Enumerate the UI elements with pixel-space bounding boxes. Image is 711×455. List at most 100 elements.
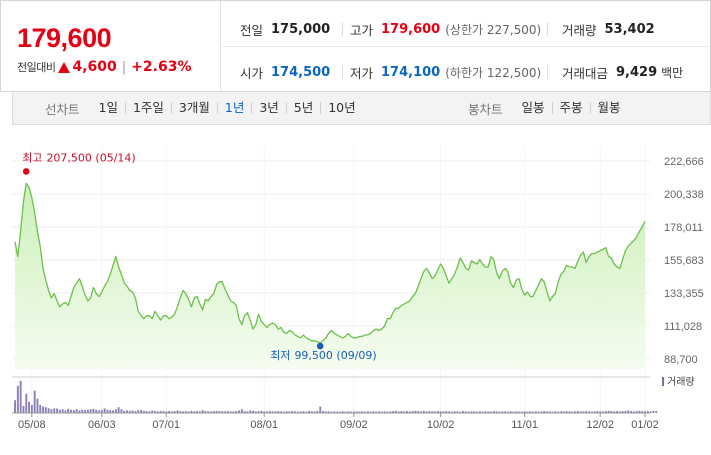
price-line <box>14 182 646 344</box>
volume-bar <box>501 411 504 413</box>
volume-bar <box>302 411 305 413</box>
volume-bar <box>58 409 61 413</box>
volume-bar <box>179 411 182 413</box>
volume-bar <box>644 411 646 413</box>
stat-value: 174,500 <box>271 64 331 80</box>
volume-bar <box>618 411 621 413</box>
volume-bar <box>198 411 201 413</box>
volume-bar <box>540 411 543 413</box>
volume-bar <box>28 401 30 413</box>
volume-bar <box>386 411 389 413</box>
price-chart-svg: 222,666 200,338 178,011 155,683 133,355 111,0… <box>12 126 711 455</box>
volume-bar <box>310 411 313 413</box>
volume-bar <box>445 411 448 413</box>
volume-bar <box>100 410 103 413</box>
chart-period-bar: 선차트 1일 1주일 3개월 1년 3년 5년 10년 봉차트 일봉 주봉 월봉 <box>12 92 711 125</box>
volume-bar <box>268 411 271 413</box>
volume-bar <box>221 411 224 413</box>
x-tick-label: 09/02 <box>340 419 368 431</box>
volume-bar <box>36 398 39 413</box>
volume-bar <box>282 411 285 413</box>
volume-bar <box>355 411 358 413</box>
period-5y[interactable]: 5년 <box>285 101 320 114</box>
volume-bar <box>607 410 610 413</box>
period-3y[interactable]: 3년 <box>251 101 285 114</box>
volume-bar <box>394 410 397 413</box>
volume-bar <box>403 411 406 413</box>
volume-bar <box>112 410 114 413</box>
volume-bar <box>215 410 218 413</box>
change-label: 전일대비 <box>17 61 56 74</box>
volume-bar <box>64 410 67 413</box>
volume-bar <box>529 411 532 413</box>
volume-bar <box>431 411 434 413</box>
volume-bar <box>537 411 540 413</box>
volume-bar <box>428 411 431 413</box>
line-chart-label: 선차트 <box>45 101 80 117</box>
volume-bar <box>369 411 372 413</box>
volume-bar <box>358 411 361 413</box>
candle-weekly[interactable]: 주봉 <box>551 101 590 114</box>
volume-bar <box>375 411 378 413</box>
volume-bar <box>515 411 518 413</box>
high-value: 207,500 (05/14) <box>46 151 135 164</box>
volume-bar <box>392 411 394 413</box>
volume-bar <box>184 411 187 413</box>
volume-bar <box>347 411 350 413</box>
volume-bar <box>495 411 498 413</box>
volume-bar <box>246 411 249 413</box>
volume-bar <box>518 411 520 413</box>
line-chart-options: 선차트 1일 1주일 3개월 1년 3년 5년 10년 <box>45 92 363 124</box>
candle-daily[interactable]: 일봉 <box>521 100 545 115</box>
volume-bar <box>266 411 268 413</box>
high-annotation: 최고 207,500 (05/14) <box>22 151 136 164</box>
volume-bar <box>509 411 512 413</box>
volume-bar <box>534 411 537 413</box>
volume-bar <box>324 411 327 413</box>
volume-bar <box>271 411 274 413</box>
volume-bar <box>128 410 131 413</box>
volume-bar <box>257 411 260 413</box>
volume-bar <box>252 410 254 413</box>
volume-bar <box>291 411 294 413</box>
stat-label: 거래량 <box>562 22 597 38</box>
period-10y[interactable]: 10년 <box>320 101 362 114</box>
volume-bar <box>593 411 596 413</box>
period-1d[interactable]: 1일 <box>98 100 118 115</box>
x-tick-label: 01/02 <box>631 419 659 431</box>
volume-bar <box>526 411 529 413</box>
price-area <box>15 183 645 369</box>
volume-bar <box>313 411 316 413</box>
volume-bar <box>126 410 128 413</box>
volume-bar <box>408 411 411 413</box>
stat-label: 거래대금 <box>562 65 609 81</box>
volume-bar <box>352 411 355 413</box>
y-tick-label: 155,683 <box>664 255 704 267</box>
period-3m[interactable]: 3개월 <box>170 101 217 114</box>
volume-bar <box>240 409 243 413</box>
volume-bar <box>459 411 462 413</box>
volume-bar <box>263 411 266 413</box>
stat-value: 9,429 <box>616 64 658 80</box>
volume-bar <box>420 411 422 413</box>
volume-bar <box>476 411 478 413</box>
volume-bar <box>610 411 613 413</box>
high-marker <box>22 168 30 175</box>
volume-bar <box>383 411 386 413</box>
current-price: 179,600 <box>17 23 112 53</box>
volume-bar <box>436 411 439 413</box>
period-1w[interactable]: 1주일 <box>124 101 171 114</box>
volume-bar <box>288 411 291 413</box>
volume-bar <box>56 408 58 413</box>
y-tick-label: 222,666 <box>664 156 704 168</box>
candle-monthly[interactable]: 월봉 <box>589 101 628 114</box>
change-value: 4,600 <box>72 59 117 75</box>
volume-bar <box>53 408 56 413</box>
volume-bar <box>579 411 582 413</box>
volume-bar <box>75 409 78 413</box>
volume-bar <box>364 411 366 413</box>
volume-bar <box>14 400 16 413</box>
period-1y[interactable]: 1년 <box>216 101 251 114</box>
y-tick-label: 88,700 <box>664 354 698 366</box>
volume-bar <box>103 408 106 413</box>
